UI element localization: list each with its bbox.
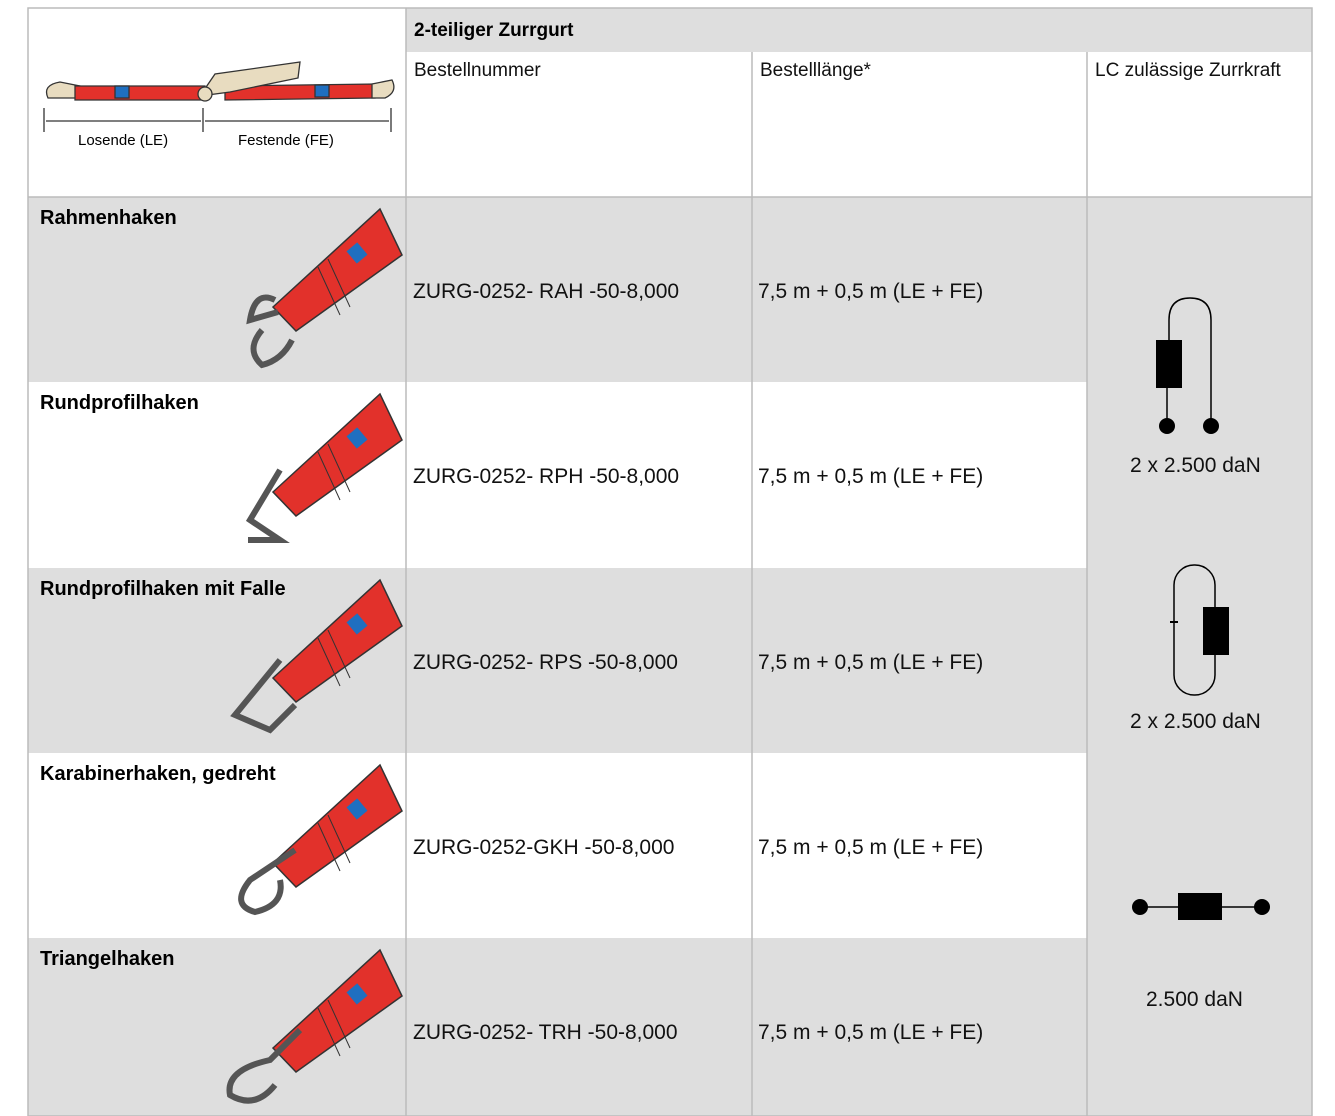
column-header: Bestelllänge* — [760, 60, 871, 81]
product-name: Rundprofilhaken — [40, 392, 199, 414]
order-length: 7,5 m + 0,5 m (LE + FE) — [758, 1021, 984, 1044]
order-number: ZURG-0252-GKH -50-8,000 — [413, 836, 675, 859]
capacity-label: 2 x 2.500 daN — [1130, 454, 1261, 477]
product-name: Rahmenhaken — [40, 207, 177, 229]
table-title: 2-teiliger Zurrgurt — [414, 20, 574, 41]
column-header: LC zulässige Zurrkraft — [1095, 60, 1281, 81]
order-number: ZURG-0252- RPS -50-8,000 — [413, 651, 678, 674]
row-band — [28, 568, 1087, 753]
capacity-label: 2.500 daN — [1146, 988, 1243, 1011]
capacity-label: 2 x 2.500 daN — [1130, 710, 1261, 733]
order-length: 7,5 m + 0,5 m (LE + FE) — [758, 465, 984, 488]
order-length: 7,5 m + 0,5 m (LE + FE) — [758, 836, 984, 859]
order-number: ZURG-0252- RAH -50-8,000 — [413, 280, 680, 303]
capacity-band — [1087, 197, 1312, 1116]
diagram-label: Festende (FE) — [238, 132, 334, 149]
product-name: Karabinerhaken, gedreht — [40, 763, 276, 785]
row-band — [28, 938, 1087, 1116]
order-length: 7,5 m + 0,5 m (LE + FE) — [758, 651, 984, 674]
diagram-label: Losende (LE) — [78, 132, 169, 149]
order-number: ZURG-0252- RPH -50-8,000 — [413, 465, 680, 488]
product-name: Triangelhaken — [40, 948, 175, 970]
header-band — [406, 8, 1312, 52]
order-length: 7,5 m + 0,5 m (LE + FE) — [758, 280, 984, 303]
column-header: Bestellnummer — [414, 60, 541, 81]
order-number: ZURG-0252- TRH -50-8,000 — [413, 1021, 678, 1044]
row-band — [28, 197, 1087, 382]
product-name: Rundprofilhaken mit Falle — [40, 578, 286, 600]
